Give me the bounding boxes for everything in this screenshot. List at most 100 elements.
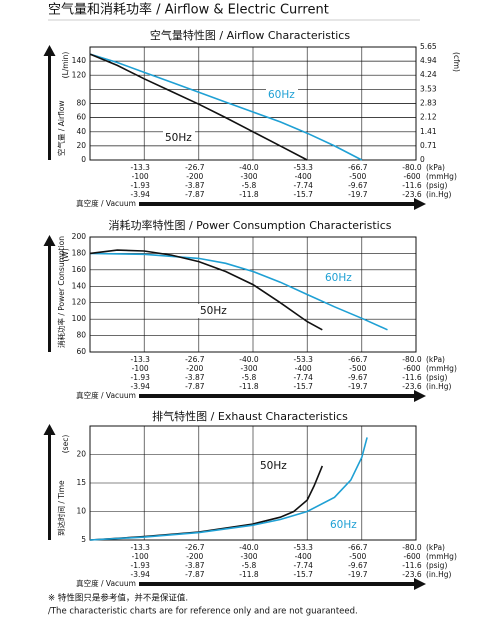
x-label: 真空度 / Vacuum	[76, 578, 136, 588]
y-tick-label: 5	[81, 535, 86, 544]
x-scale-label: -11.6	[402, 181, 422, 190]
x-scale-label: -100	[132, 172, 149, 181]
x-scale-label: -7.87	[185, 190, 205, 199]
y-unit: (L/min)	[61, 52, 70, 79]
x-scale-label: -500	[349, 552, 366, 561]
x-scale-label: -1.93	[130, 373, 150, 382]
x-scale-label: -9.67	[348, 373, 368, 382]
x-tick-label: -26.7	[185, 163, 205, 172]
x-scale-unit: (psig)	[426, 181, 447, 190]
x-arrow-head	[414, 578, 426, 590]
x-tick-label: -13.3	[130, 543, 150, 552]
y-tick-label: 20	[76, 141, 86, 150]
series-label: 50Hz	[200, 305, 227, 317]
y-label: 空气量 / Airflow	[56, 100, 66, 156]
y-unit: (sec)	[61, 435, 70, 454]
x-scale-label: -3.87	[185, 181, 205, 190]
footnote: /The characteristic charts are for refer…	[48, 607, 358, 617]
y-arrow-head	[43, 424, 56, 435]
y-unit: (W)	[61, 248, 70, 261]
y-tick-label: 15	[76, 478, 86, 487]
x-scale-unit: (mmHg)	[426, 172, 457, 181]
y-label: 到达时间 / Time	[56, 480, 66, 536]
x-tick-label: -40.0	[239, 355, 259, 364]
x-scale-label: -200	[186, 364, 203, 373]
series-label-bg	[163, 131, 195, 145]
series-label: 50Hz	[165, 132, 192, 144]
x-tick-label: -53.3	[293, 355, 313, 364]
y2-tick-label: 0.71	[420, 141, 437, 150]
x-tick-label: -66.7	[348, 355, 368, 364]
y-tick-label: 140	[72, 56, 87, 65]
x-arrow-head	[414, 390, 426, 402]
x-scale-label: -200	[186, 172, 203, 181]
x-scale-label: -3.94	[130, 570, 150, 579]
series-label: 50Hz	[260, 460, 287, 472]
series-line	[89, 252, 388, 331]
x-tick-label: -13.3	[130, 355, 150, 364]
y2-unit: (cfm)	[452, 52, 461, 72]
x-scale-label: -300	[240, 552, 257, 561]
footnote: ※ 特性图只是参考值，并不是保证值.	[48, 593, 188, 604]
x-label: 真空度 / Vacuum	[76, 198, 136, 208]
chart-title: 消耗功率特性图 / Power Consumption Characterist…	[108, 218, 391, 232]
series-label-bg	[266, 88, 298, 102]
y-tick-label: 60	[76, 347, 86, 356]
y-tick-label: 80	[76, 331, 86, 340]
x-scale-label: -9.67	[348, 181, 368, 190]
x-scale-label: -11.8	[239, 190, 259, 199]
x-scale-label: -400	[295, 172, 312, 181]
x-scale-label: -3.94	[130, 190, 150, 199]
x-scale-label: -600	[403, 552, 420, 561]
series-label-bg	[198, 304, 230, 318]
x-scale-label: -300	[240, 172, 257, 181]
x-scale-label: -7.74	[293, 373, 313, 382]
y-arrow-head	[43, 45, 56, 56]
x-scale-label: -19.7	[348, 382, 368, 391]
x-arrow	[139, 582, 416, 586]
x-scale-label: -500	[349, 172, 366, 181]
y2-tick-label: 4.94	[420, 56, 437, 65]
y-tick-label: 200	[72, 232, 87, 241]
x-tick-label: -40.0	[239, 163, 259, 172]
series-label-bg	[258, 459, 290, 473]
y-tick-label: 0	[81, 155, 86, 164]
x-scale-label: -23.6	[402, 382, 422, 391]
y2-tick-label: 4.24	[420, 70, 437, 79]
x-scale-label: -5.8	[242, 181, 257, 190]
series-label: 60Hz	[325, 272, 352, 284]
x-label: 真空度 / Vacuum	[76, 390, 136, 400]
x-scale-unit: (psig)	[426, 561, 447, 570]
x-scale-unit: (mmHg)	[426, 364, 457, 373]
chart-title: 排气特性图 / Exhaust Characteristics	[152, 409, 348, 423]
x-scale-label: -600	[403, 172, 420, 181]
x-unit: (kPa)	[426, 355, 445, 364]
series-line	[89, 53, 308, 161]
x-tick-label: -53.3	[293, 163, 313, 172]
y2-tick-label: 2.12	[420, 113, 437, 122]
y2-tick-label: 3.53	[420, 84, 437, 93]
x-scale-label: -15.7	[293, 382, 313, 391]
y-arrow	[48, 245, 51, 352]
x-scale-label: -100	[132, 552, 149, 561]
x-scale-label: -5.8	[242, 373, 257, 382]
x-scale-label: -15.7	[293, 570, 313, 579]
x-tick-label: -80.0	[402, 163, 422, 172]
x-scale-label: -19.7	[348, 570, 368, 579]
x-scale-label: -3.87	[185, 373, 205, 382]
y2-tick-label: 2.83	[420, 98, 437, 107]
y2-tick-label: 1.41	[420, 127, 437, 136]
y-arrow-head	[43, 235, 56, 246]
y-arrow	[48, 55, 51, 160]
x-scale-unit: (in.Hg)	[426, 570, 452, 579]
x-arrow	[139, 394, 416, 398]
x-tick-label: -80.0	[402, 543, 422, 552]
x-scale-label: -11.8	[239, 570, 259, 579]
x-scale-label: -9.67	[348, 561, 368, 570]
series-line	[89, 249, 323, 331]
x-scale-label: -200	[186, 552, 203, 561]
y-tick-label: 120	[72, 298, 87, 307]
x-scale-label: -1.93	[130, 181, 150, 190]
x-scale-label: -100	[132, 364, 149, 373]
